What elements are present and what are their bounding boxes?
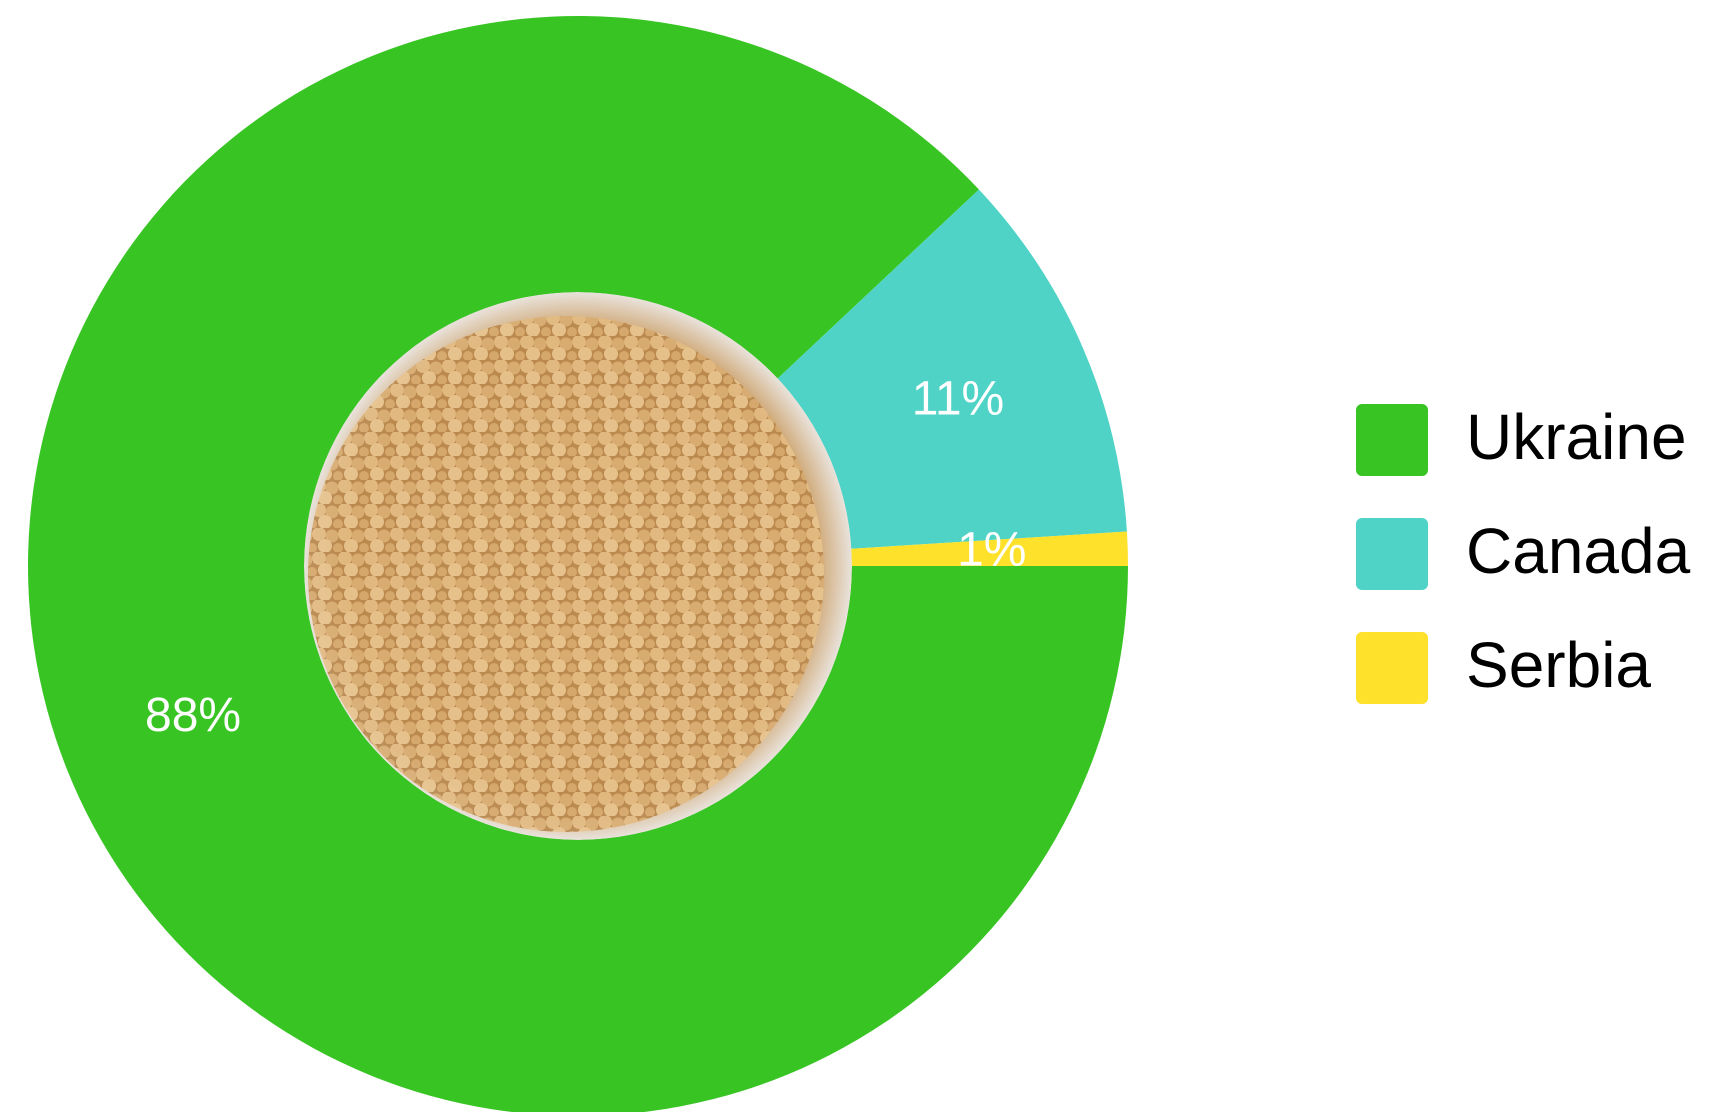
- soybeans: [308, 316, 824, 832]
- legend-label: Canada: [1466, 515, 1691, 587]
- legend-swatch: [1356, 632, 1428, 704]
- legend-swatch: [1356, 404, 1428, 476]
- legend-swatch: [1356, 518, 1428, 590]
- legend-label: Serbia: [1466, 629, 1651, 701]
- slice-labels: 88% 11% 1%: [145, 372, 1026, 742]
- center-image: [304, 292, 852, 840]
- slice-label: 88%: [145, 689, 241, 742]
- slice-label: 11%: [912, 372, 1005, 425]
- legend: Ukraine Canada Serbia: [1356, 401, 1691, 704]
- slice-label: 1%: [957, 524, 1026, 577]
- legend-label: Ukraine: [1466, 401, 1687, 473]
